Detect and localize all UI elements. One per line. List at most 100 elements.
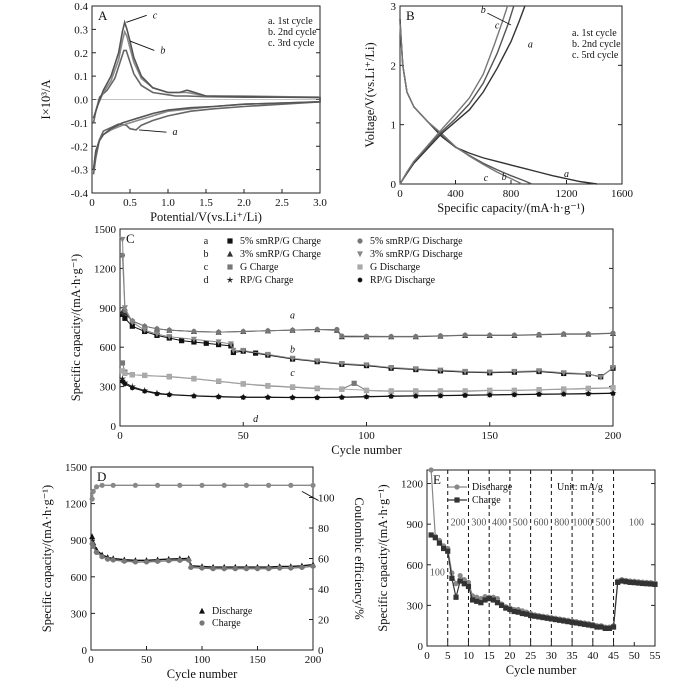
data-point	[141, 327, 148, 334]
data-point	[177, 482, 183, 488]
data-point	[412, 366, 419, 373]
x-tick-label: 45	[608, 650, 620, 662]
legend-entry: b. 2nd cycle	[268, 27, 317, 38]
data-point	[166, 334, 173, 340]
data-point	[432, 535, 438, 541]
data-point	[266, 566, 272, 572]
legend-marker	[227, 238, 233, 244]
data-point	[243, 482, 249, 488]
curve-label: b	[502, 172, 507, 183]
data-point	[122, 370, 128, 377]
y-tick-label: 1200	[94, 263, 117, 275]
y-tick-label: -0.1	[71, 118, 88, 130]
curve-label: a	[290, 310, 295, 321]
rate-label: 300	[471, 518, 486, 529]
x-tick-label: 100	[358, 430, 375, 442]
y-tick-label: 0	[111, 421, 117, 433]
data-point	[314, 358, 321, 365]
curve-pointer	[126, 14, 147, 23]
data-point	[129, 319, 136, 326]
legend-entry: c. 5rd cycle	[572, 50, 619, 61]
y-tick-label: 0.1	[74, 71, 88, 83]
data-point	[314, 326, 320, 333]
charge-curve-a	[399, 5, 526, 185]
panel-C: 0 50 100 150 200 0 300 600 900 1200 1500 Cycle numb…	[69, 224, 622, 457]
x-tick-label: 2.0	[237, 197, 251, 209]
x-axis-title: Potential/V(vs.Li⁺/Li)	[150, 210, 262, 224]
curve-label: c	[290, 368, 295, 379]
data-point	[190, 336, 197, 343]
data-point	[230, 347, 237, 354]
data-point	[465, 579, 472, 585]
curve-label: d	[253, 414, 259, 425]
legend-marker	[226, 276, 234, 284]
data-point	[240, 347, 247, 354]
data-point	[339, 386, 345, 392]
data-point	[560, 370, 567, 377]
data-point	[154, 391, 160, 397]
x-tick-label: 200	[305, 654, 322, 666]
data-point	[536, 614, 542, 620]
y-tick-label: 1200	[65, 499, 88, 511]
data-point	[188, 564, 194, 571]
x-tick-label: 0.5	[123, 197, 137, 209]
y-tick-label: 300	[100, 382, 117, 394]
data-point	[314, 385, 320, 391]
data-point	[552, 617, 559, 623]
data-point	[221, 482, 227, 488]
data-point	[110, 482, 116, 488]
y-right-tick-label: 40	[318, 584, 330, 596]
data-point	[132, 482, 138, 488]
x-tick-label: 50	[238, 430, 250, 442]
panel-letter: A	[98, 8, 108, 23]
discharge-curve-c	[399, 23, 523, 185]
data-point	[462, 392, 468, 398]
data-point	[511, 387, 517, 393]
legend-key: a	[204, 236, 209, 247]
data-point	[413, 388, 419, 394]
data-point	[119, 360, 126, 366]
data-point	[93, 549, 100, 556]
data-point	[122, 315, 128, 321]
data-point	[388, 393, 394, 399]
legend-key: d	[204, 275, 209, 286]
x-tick-label: 200	[605, 430, 622, 442]
data-point	[581, 621, 588, 627]
data-point	[486, 369, 493, 376]
cv-curve-a	[92, 49, 321, 175]
data-point	[99, 554, 105, 560]
series-d-hexagon	[120, 378, 616, 401]
data-point	[511, 608, 517, 615]
series-discharge	[89, 533, 316, 570]
data-point	[289, 384, 296, 390]
data-point	[264, 351, 271, 358]
legend-entry: Charge	[472, 495, 501, 506]
data-point	[199, 565, 205, 571]
data-point	[186, 557, 192, 563]
data-point	[154, 326, 160, 332]
data-point	[428, 532, 434, 538]
data-point	[610, 330, 616, 336]
data-point	[635, 580, 642, 586]
data-point	[457, 573, 463, 579]
x-tick-label: 0	[88, 654, 94, 666]
series-charge	[89, 541, 316, 572]
legend-entry: 5% smRP/G Charge	[240, 236, 321, 247]
data-point	[191, 375, 197, 382]
data-point	[289, 355, 296, 362]
curve-pointer	[129, 40, 155, 51]
legend-entry: Discharge	[212, 606, 253, 617]
data-point	[561, 331, 567, 337]
data-point	[619, 578, 625, 584]
legend-marker	[454, 484, 460, 490]
panel-B: 0 400 800 1200 1600 0 1 2 3 Specific capacity/(mA…	[363, 1, 634, 215]
legend-entry: b. 2nd cycle	[572, 39, 621, 50]
data-point	[487, 387, 493, 393]
y-tick-label: 600	[407, 560, 424, 572]
data-point	[453, 594, 459, 600]
data-point	[606, 625, 612, 631]
x-tick-label: 0	[424, 650, 430, 662]
data-point	[339, 333, 345, 339]
